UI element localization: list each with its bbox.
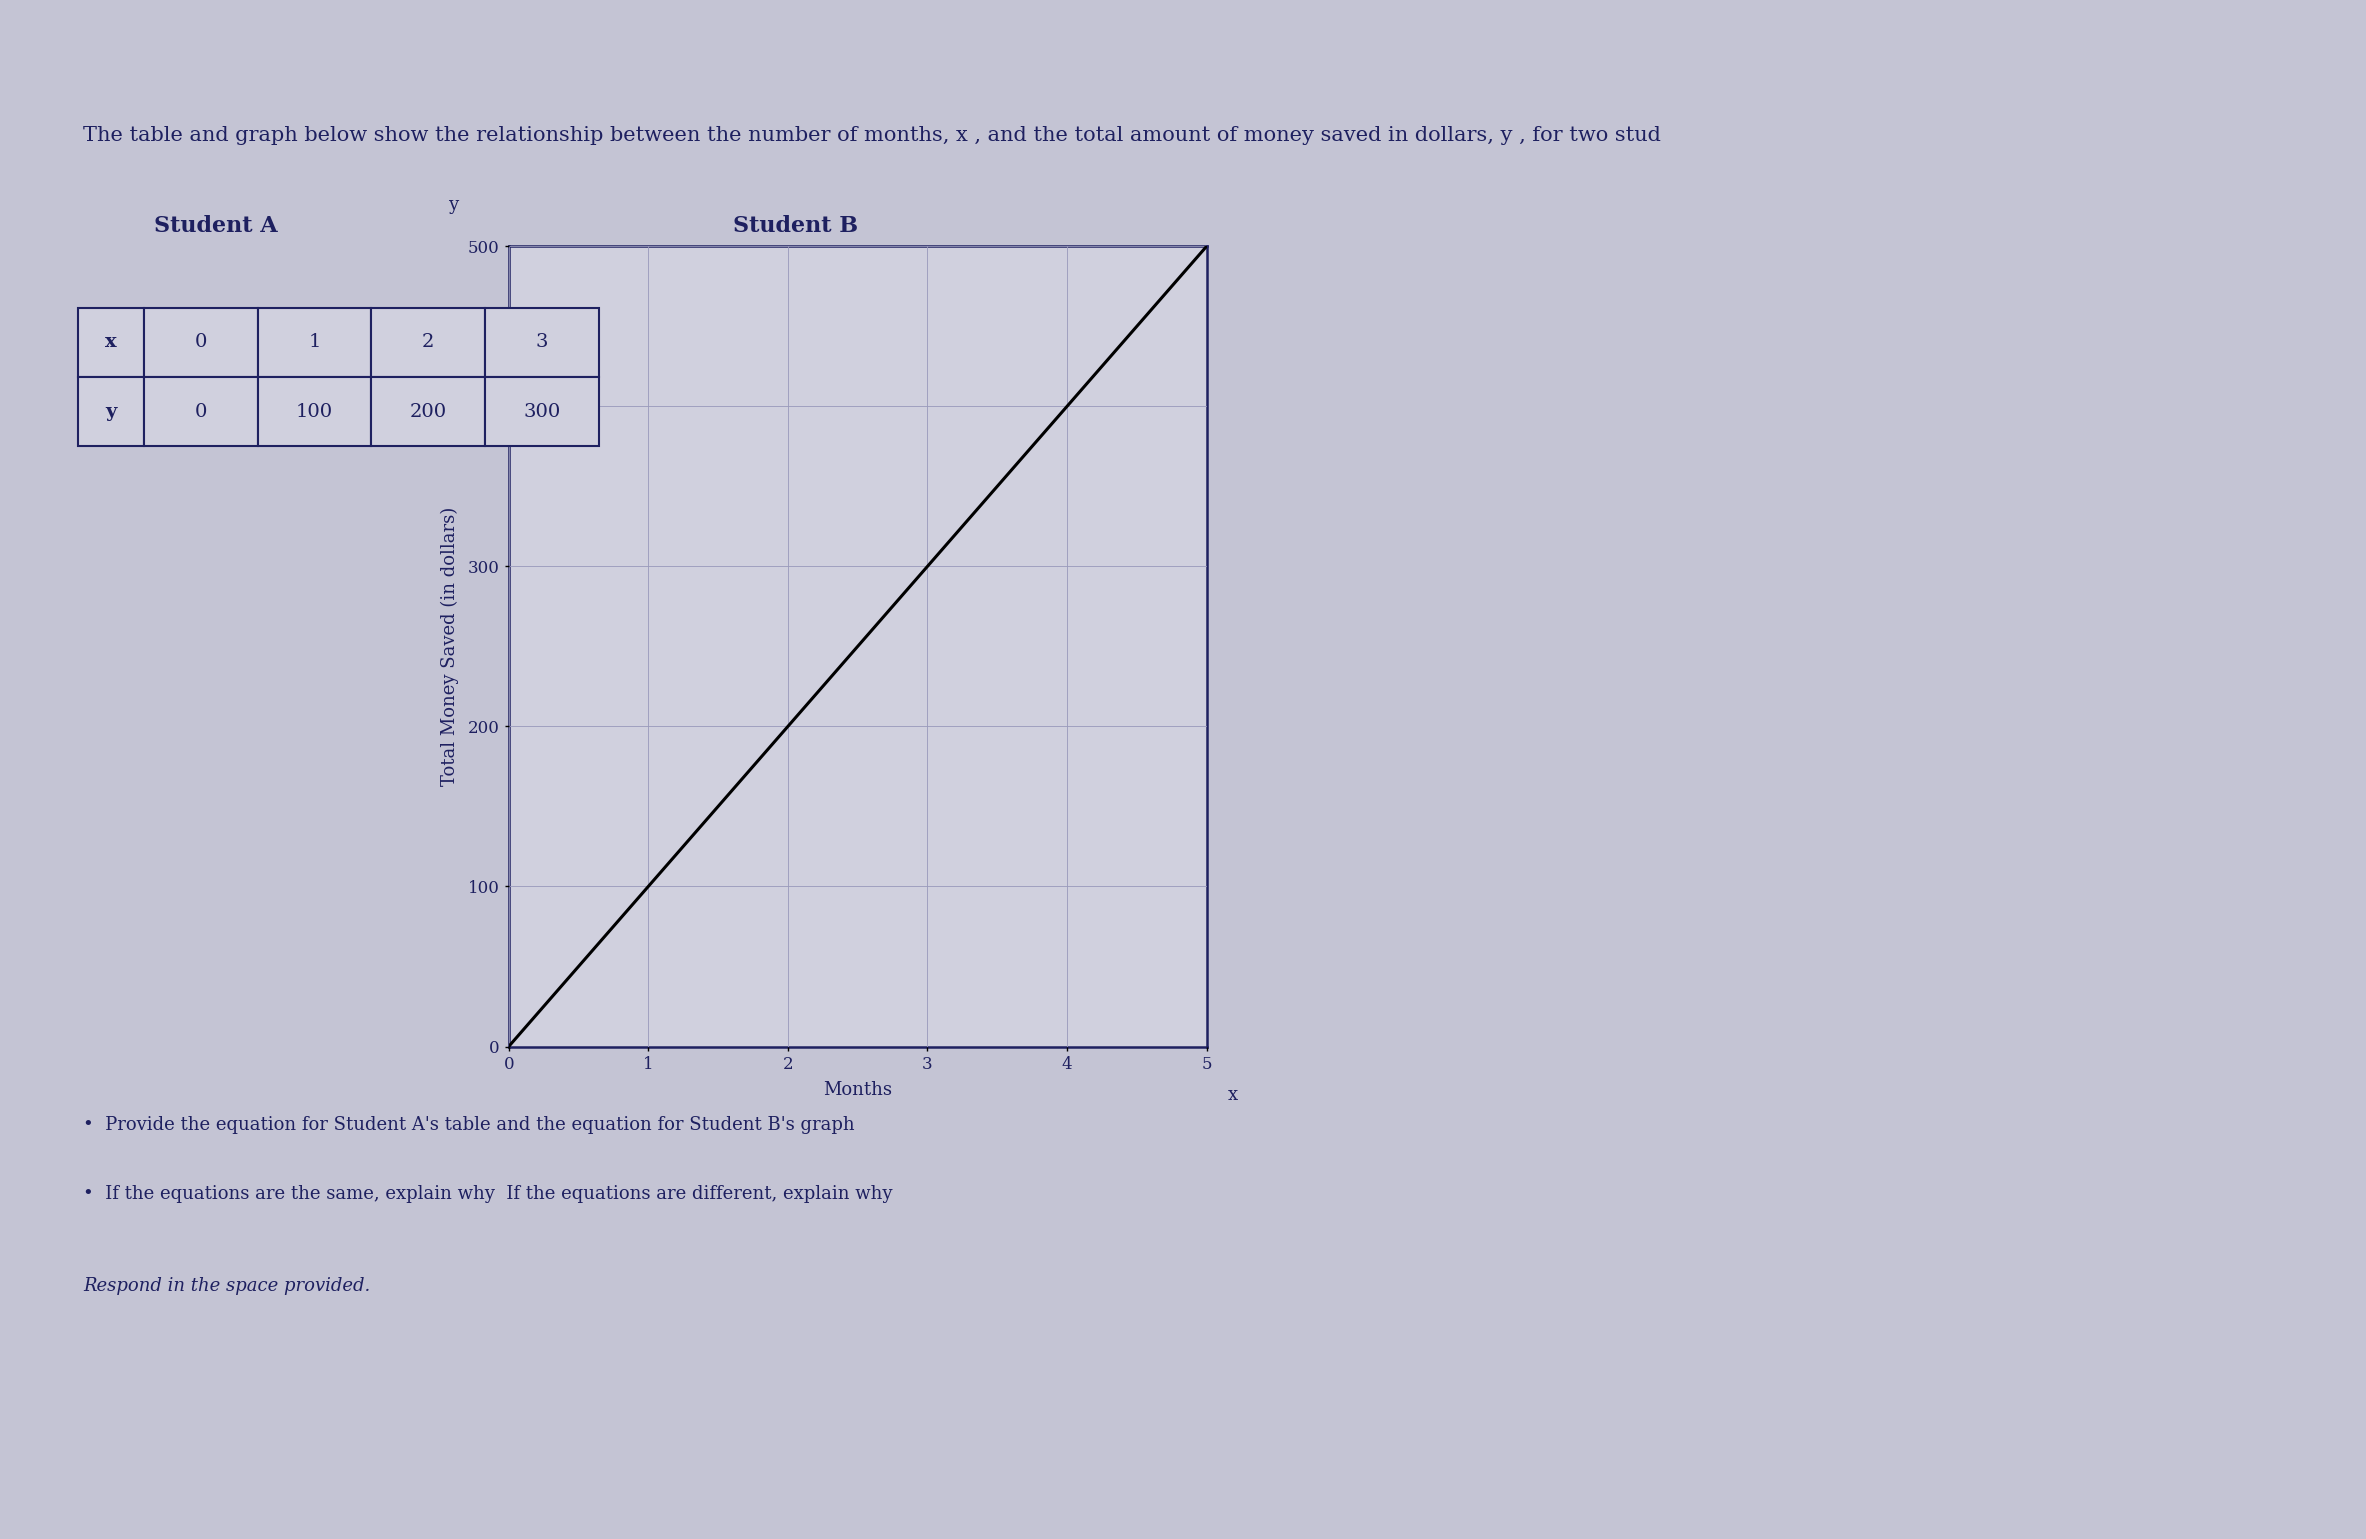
Text: 100: 100 <box>296 403 334 420</box>
Text: The table and graph below show the relationship between the number of months, x : The table and graph below show the relat… <box>83 126 1661 145</box>
Text: 300: 300 <box>523 403 561 420</box>
Text: Student B: Student B <box>733 215 859 237</box>
X-axis label: Months: Months <box>823 1080 892 1099</box>
Text: 200: 200 <box>409 403 447 420</box>
Text: x: x <box>106 334 116 351</box>
Text: 0: 0 <box>194 403 208 420</box>
Y-axis label: Total Money Saved (in dollars): Total Money Saved (in dollars) <box>440 506 459 786</box>
Text: 2: 2 <box>421 334 435 351</box>
Text: Respond in the space provided.: Respond in the space provided. <box>83 1277 369 1296</box>
Text: y: y <box>106 403 116 420</box>
Text: x: x <box>1228 1085 1237 1103</box>
Text: •  Provide the equation for Student A's table and the equation for Student B's g: • Provide the equation for Student A's t… <box>83 1116 854 1134</box>
Text: 1: 1 <box>308 334 322 351</box>
Text: y: y <box>447 197 459 214</box>
Text: 3: 3 <box>535 334 549 351</box>
Text: •  If the equations are the same, explain why  If the equations are different, e: • If the equations are the same, explain… <box>83 1185 892 1203</box>
Text: Student A: Student A <box>154 215 277 237</box>
Text: 0: 0 <box>194 334 208 351</box>
